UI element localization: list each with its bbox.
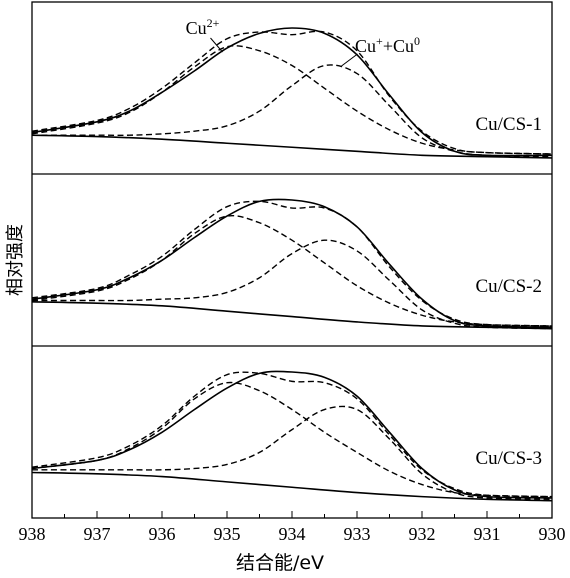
panel-1-series-2 bbox=[31, 30, 553, 155]
panel-2-series-2 bbox=[31, 200, 553, 327]
panel-3: Cu/CS-3 bbox=[31, 370, 553, 502]
panel-1-sample-label: Cu/CS-1 bbox=[475, 114, 542, 135]
panel-3-series-3 bbox=[31, 381, 553, 498]
panel-2-series-1 bbox=[31, 198, 553, 329]
panel-1-series-1 bbox=[31, 27, 553, 157]
panel-3-sample-label: Cu/CS-3 bbox=[475, 448, 542, 469]
annotation-cuplus-cu0-pointer bbox=[341, 53, 358, 67]
x-tick-label-935: 935 bbox=[214, 524, 241, 544]
annotation-cuplus-cu0: Cu++Cu0 bbox=[355, 34, 420, 56]
panel-3-series-2 bbox=[31, 371, 553, 498]
panel-1-series-4 bbox=[32, 64, 553, 158]
x-tick-label-932: 932 bbox=[409, 524, 436, 544]
annotation-cu2plus-pointer bbox=[210, 37, 223, 53]
x-tick-label-930: 930 bbox=[539, 524, 566, 544]
panel-1-series-5 bbox=[31, 134, 553, 159]
y-axis-label: 相对强度 bbox=[0, 180, 28, 340]
annotation-cu2plus: Cu2+ bbox=[186, 16, 220, 38]
plot-frame bbox=[31, 1, 553, 519]
y-axis-label-text: 相对强度 bbox=[5, 224, 26, 296]
panel-2-series-3 bbox=[31, 214, 553, 327]
x-tick-label-933: 933 bbox=[344, 524, 371, 544]
x-tick-label-938: 938 bbox=[19, 524, 46, 544]
panel-1: Cu/CS-1 Cu2+ Cu++Cu0 bbox=[31, 16, 553, 159]
panel-2-series-5 bbox=[31, 301, 553, 330]
x-tick-label-936: 936 bbox=[149, 524, 176, 544]
panel-2-sample-label: Cu/CS-2 bbox=[475, 276, 542, 297]
x-tick-label-934: 934 bbox=[279, 524, 306, 544]
panel-2-series-4 bbox=[32, 239, 553, 330]
x-tick-label-937: 937 bbox=[84, 524, 111, 544]
panel-3-series-5 bbox=[31, 471, 553, 502]
panel-3-series-4 bbox=[31, 405, 553, 500]
panel-2: Cu/CS-2 bbox=[31, 198, 553, 330]
x-tick-label-931: 931 bbox=[474, 524, 501, 544]
x-axis-label: 结合能/eV bbox=[235, 552, 325, 574]
panel-1-series-3 bbox=[31, 45, 553, 155]
panel-3-series-1 bbox=[31, 370, 553, 499]
